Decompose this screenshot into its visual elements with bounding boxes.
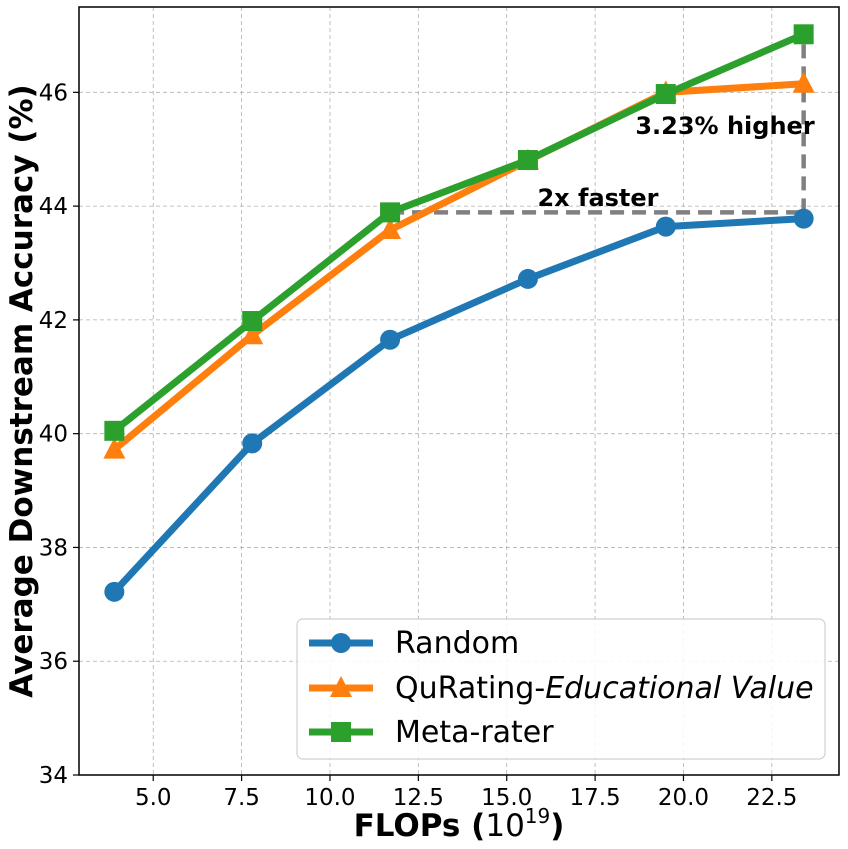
data-point-qurating-educational-value bbox=[379, 218, 402, 240]
legend-marker-meta-rater bbox=[331, 722, 351, 742]
x-tick-label: 12.5 bbox=[393, 785, 444, 811]
x-axis-title: FLOPs (1019) bbox=[354, 804, 565, 844]
series-meta-rater bbox=[104, 24, 814, 441]
legend-label-qurating: QuRating-Educational Value bbox=[395, 671, 814, 706]
series-line-random bbox=[110, 215, 808, 596]
legend-label-meta-rater: Meta-rater bbox=[395, 715, 554, 750]
series-line-qurating-educational-value bbox=[110, 80, 808, 454]
legend-label-qurating-prefix: QuRating- bbox=[395, 671, 545, 706]
legend-frame bbox=[296, 618, 826, 760]
y-tick-label: 36 bbox=[39, 649, 68, 675]
data-point-random bbox=[793, 208, 814, 229]
legend-marker-random bbox=[331, 633, 351, 653]
data-point-random bbox=[655, 216, 676, 237]
data-point-meta-rater bbox=[517, 150, 538, 171]
annotation-2x-faster: 2x faster bbox=[537, 184, 658, 212]
data-point-qurating-educational-value bbox=[792, 71, 815, 93]
data-point-meta-rater bbox=[793, 24, 814, 45]
legend-marker-qurating bbox=[330, 676, 352, 697]
series-layer bbox=[103, 24, 815, 602]
data-point-random bbox=[517, 268, 538, 289]
x-tick-label: 22.5 bbox=[746, 785, 797, 811]
legend-label-random: Random bbox=[395, 626, 519, 661]
x-tick-label: 15.0 bbox=[481, 785, 532, 811]
data-point-random bbox=[380, 329, 401, 350]
series-line-meta-rater bbox=[110, 30, 808, 435]
y-tick-label: 46 bbox=[39, 80, 68, 106]
series-random bbox=[104, 208, 814, 602]
y-tick-label: 44 bbox=[39, 194, 68, 220]
annotation-higher: 3.23% higher bbox=[635, 112, 814, 140]
x-tick-label: 20.0 bbox=[658, 785, 709, 811]
y-tick-label: 38 bbox=[39, 535, 68, 561]
y-tick-label: 40 bbox=[39, 422, 68, 448]
x-tick-label: 17.5 bbox=[569, 785, 620, 811]
y-tick-label: 34 bbox=[39, 763, 68, 789]
x-tick-label: 7.5 bbox=[223, 785, 260, 811]
y-axis-title: Average Downstream Accuracy (%) bbox=[4, 84, 40, 697]
x-tick-label: 10.0 bbox=[304, 785, 355, 811]
legend-label-qurating-italic: Educational Value bbox=[545, 671, 813, 706]
data-point-random bbox=[242, 433, 263, 454]
x-axis-title-close: ) bbox=[550, 808, 564, 844]
y-tick-label: 42 bbox=[39, 308, 68, 334]
legend: Random QuRating-Educational Value Meta-r… bbox=[296, 618, 826, 760]
data-point-random bbox=[104, 581, 125, 602]
data-point-qurating-educational-value bbox=[103, 437, 126, 459]
data-point-meta-rater bbox=[655, 84, 676, 105]
data-point-meta-rater bbox=[104, 420, 125, 441]
reference-lines bbox=[390, 34, 806, 215]
plot-frame bbox=[78, 6, 840, 776]
data-point-meta-rater bbox=[380, 202, 401, 223]
x-axis-title-main: FLOPs ( bbox=[354, 808, 486, 844]
axis-ticks: 5.0 7.5 10.0 12.5 15.0 17.5 20.0 22.5 34 36 38 40 42… bbox=[39, 80, 798, 811]
data-point-qurating-educational-value bbox=[241, 323, 264, 345]
x-tick-label: 5.0 bbox=[135, 785, 172, 811]
x-axis-title-exponent: 19 bbox=[525, 804, 550, 828]
x-axis-title-base: 10 bbox=[485, 808, 524, 844]
data-point-meta-rater bbox=[242, 311, 263, 332]
